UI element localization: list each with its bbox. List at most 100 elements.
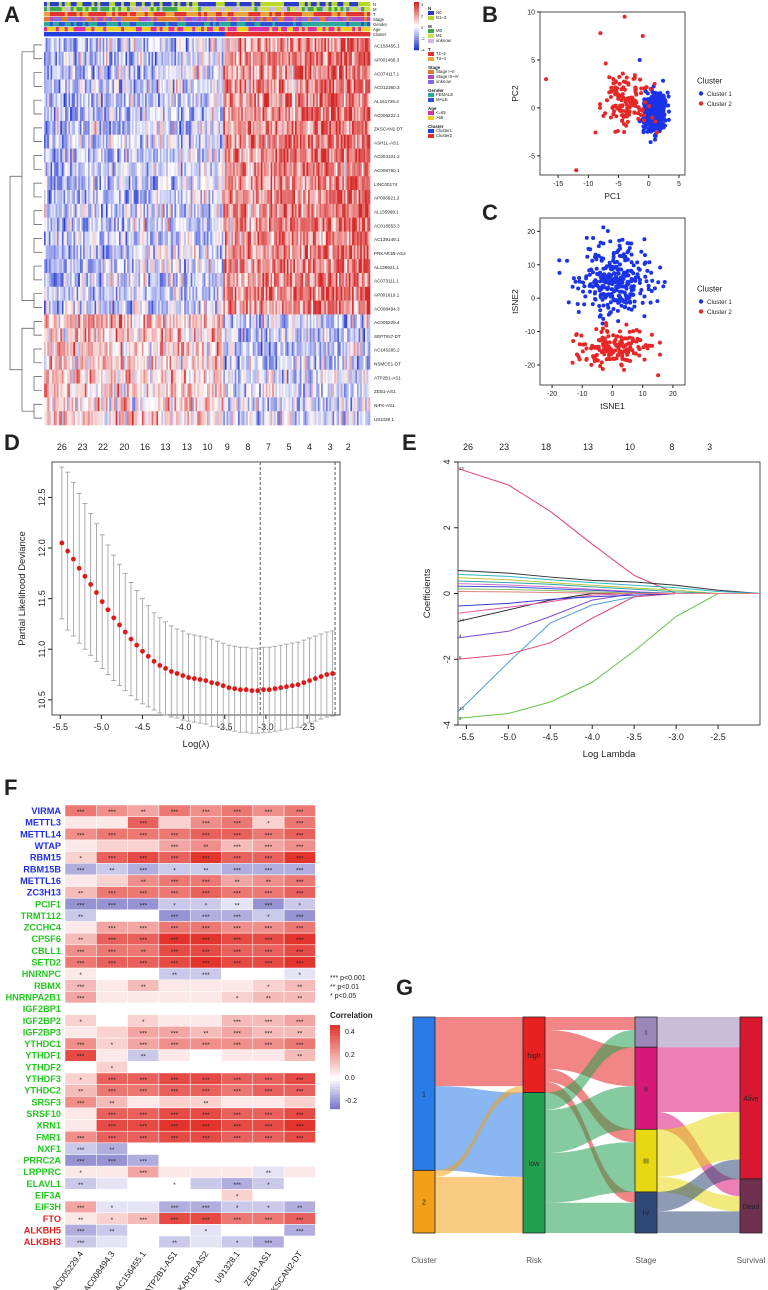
heatmap-cell <box>202 38 205 53</box>
heatmap-cell <box>215 93 218 108</box>
heatmap-cell <box>112 176 115 191</box>
heatmap-cell <box>123 231 126 246</box>
heatmap-cell <box>267 65 270 80</box>
heatmap-cell <box>202 162 205 177</box>
heatmap-cell <box>146 217 149 232</box>
heatmap-cell <box>355 148 358 163</box>
heatmap-cell <box>47 79 50 94</box>
heatmap-cell <box>61 107 64 122</box>
heatmap-cell <box>156 51 159 66</box>
heatmap-cell <box>192 259 195 274</box>
annotation-cell <box>46 32 51 37</box>
annotation-cell <box>115 12 119 17</box>
heatmap-cell <box>363 203 366 218</box>
heatmap-cell <box>288 203 291 218</box>
heatmap-cell <box>268 134 271 149</box>
heatmap-cell <box>117 286 120 301</box>
heatmap-cell <box>172 107 175 122</box>
annotation-cell <box>103 32 107 37</box>
heatmap-cell <box>301 217 304 232</box>
heatmap-cell <box>138 107 141 122</box>
heatmap-cell <box>171 38 174 53</box>
heatmap-cell <box>55 65 58 80</box>
heatmap-cell <box>280 65 283 80</box>
heatmap-cell <box>73 176 76 191</box>
heatmap-cell <box>133 148 136 163</box>
annotation-cell <box>310 22 314 27</box>
heatmap-cell <box>360 259 363 274</box>
heatmap-cell <box>224 190 227 205</box>
heatmap-cell <box>156 259 159 274</box>
heatmap-cell <box>223 176 226 191</box>
heatmap-cell <box>231 190 234 205</box>
heatmap-cell <box>329 286 332 301</box>
heatmap-cell <box>233 176 236 191</box>
heatmap-cell <box>321 190 324 205</box>
heatmap-cell <box>185 203 188 218</box>
heatmap-cell <box>176 217 178 232</box>
annotation-cell <box>343 12 347 17</box>
annotation-cell <box>162 2 166 7</box>
heatmap-cell <box>45 107 48 122</box>
heatmap-cell <box>295 190 297 205</box>
heatmap-cell <box>61 134 64 149</box>
heatmap-cell <box>288 231 291 246</box>
heatmap-cell <box>88 203 90 218</box>
heatmap-cell <box>228 120 231 136</box>
heatmap-cell <box>143 134 146 149</box>
heatmap-cell <box>325 245 328 260</box>
heatmap-cell <box>252 65 255 80</box>
heatmap-cell <box>293 245 296 260</box>
heatmap-cell <box>202 300 205 315</box>
heatmap-cell <box>83 79 86 94</box>
heatmap-cell <box>311 203 314 218</box>
annotation-cell <box>44 22 48 27</box>
heatmap-cell <box>211 38 214 53</box>
heatmap-cell <box>118 65 121 80</box>
heatmap-cell <box>277 79 280 94</box>
annotation-cell <box>82 12 86 17</box>
heatmap-cell <box>319 190 322 205</box>
heatmap-cell <box>327 190 330 205</box>
heatmap-cell <box>184 190 187 205</box>
heatmap-cell <box>195 300 198 315</box>
heatmap-cell <box>200 134 203 149</box>
heatmap-cell <box>342 272 345 288</box>
heatmap-cell <box>316 134 319 149</box>
annotation-cell <box>319 22 323 27</box>
heatmap-cell <box>158 134 161 149</box>
heatmap-cell <box>177 51 180 66</box>
annotation-cell <box>304 2 309 7</box>
heatmap-cell <box>237 107 240 122</box>
heatmap-cell <box>242 148 245 163</box>
heatmap-cell <box>123 286 126 301</box>
heatmap-cell <box>260 217 263 232</box>
gene-label: ZKSCAN2-DT <box>374 127 403 132</box>
heatmap-cell <box>146 272 149 288</box>
annotation-cell <box>284 12 288 17</box>
annotation-cell <box>183 27 187 32</box>
heatmap-cell <box>270 38 273 53</box>
heatmap-cell <box>286 120 289 136</box>
heatmap-cell <box>242 259 245 274</box>
heatmap-cell <box>262 38 265 53</box>
gene-label: AC073111.1 <box>374 279 399 284</box>
heatmap-cell <box>254 65 257 80</box>
heatmap-cell <box>192 286 195 301</box>
heatmap-cell <box>223 190 226 205</box>
heatmap-cell <box>141 259 144 274</box>
heatmap-cell <box>146 203 149 218</box>
annotation-cell <box>343 22 347 27</box>
heatmap-cell <box>345 79 348 94</box>
heatmap-cell <box>179 51 182 66</box>
annotation-cell <box>162 7 166 12</box>
heatmap-cell <box>120 93 123 108</box>
panel-label-f: F <box>4 775 18 800</box>
annotation-cell <box>325 27 329 32</box>
heatmap-cell <box>251 79 253 94</box>
heatmap-cell <box>128 245 131 260</box>
heatmap-cell <box>223 65 226 80</box>
heatmap-cell <box>308 134 310 149</box>
heatmap-cell <box>65 272 68 288</box>
heatmap-cell <box>187 120 190 136</box>
